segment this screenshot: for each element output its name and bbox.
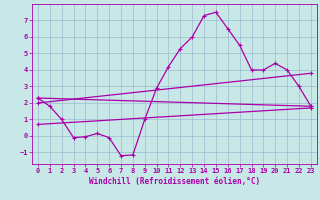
X-axis label: Windchill (Refroidissement éolien,°C): Windchill (Refroidissement éolien,°C) xyxy=(89,177,260,186)
